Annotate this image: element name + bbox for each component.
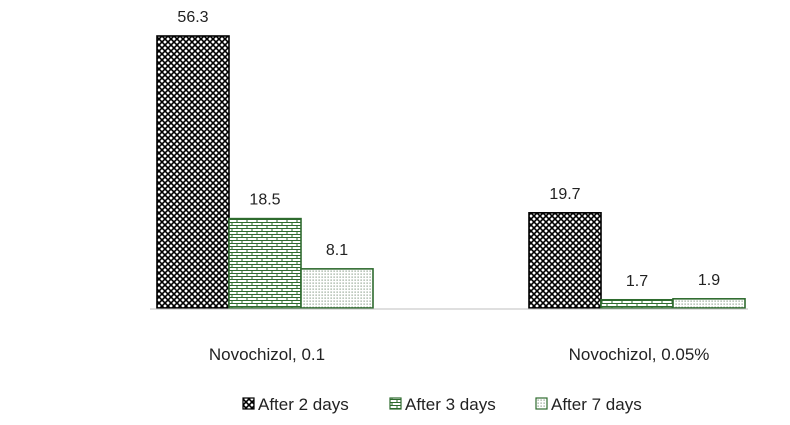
legend-label-3: After 7 days — [551, 395, 642, 414]
data-label-2-series-2: 1.7 — [626, 273, 648, 290]
category-label-2: Novochizol, 0.05% — [569, 345, 710, 364]
legend-item-1: After 2 days — [242, 395, 349, 414]
legend-label-2: After 3 days — [405, 395, 496, 414]
data-label-2-series-1: 19.7 — [549, 186, 580, 203]
legend-item-3: After 7 days — [535, 395, 642, 414]
data-label-1-series-3: 8.1 — [326, 242, 348, 259]
legend-item-2: After 3 days — [389, 395, 496, 414]
legend-label-1: After 2 days — [258, 395, 349, 414]
data-label-1-series-1: 56.3 — [177, 9, 208, 26]
legend-swatch-1 — [242, 397, 255, 410]
bar-1-series-1 — [156, 35, 230, 309]
bar-2-series-2 — [600, 298, 674, 309]
legend-swatch-3 — [535, 397, 548, 410]
bars-group — [156, 35, 746, 309]
legend: After 2 days After 3 days After 7 days — [242, 395, 642, 414]
category-label-1: Novochizol, 0.1 — [209, 345, 325, 364]
data-label-1-series-2: 18.5 — [249, 192, 280, 209]
bar-2-series-1 — [528, 212, 602, 309]
bar-2-series-3 — [672, 298, 746, 309]
value-labels-group: 56.3 18.5 8.1 19.7 1.7 1.9 — [177, 9, 720, 290]
category-labels-group: Novochizol, 0.1 Novochizol, 0.05% — [209, 345, 710, 364]
bar-1-series-3 — [300, 268, 374, 309]
bar-1-series-2 — [228, 217, 302, 309]
data-label-2-series-3: 1.9 — [698, 272, 720, 289]
legend-swatch-2 — [389, 397, 402, 410]
